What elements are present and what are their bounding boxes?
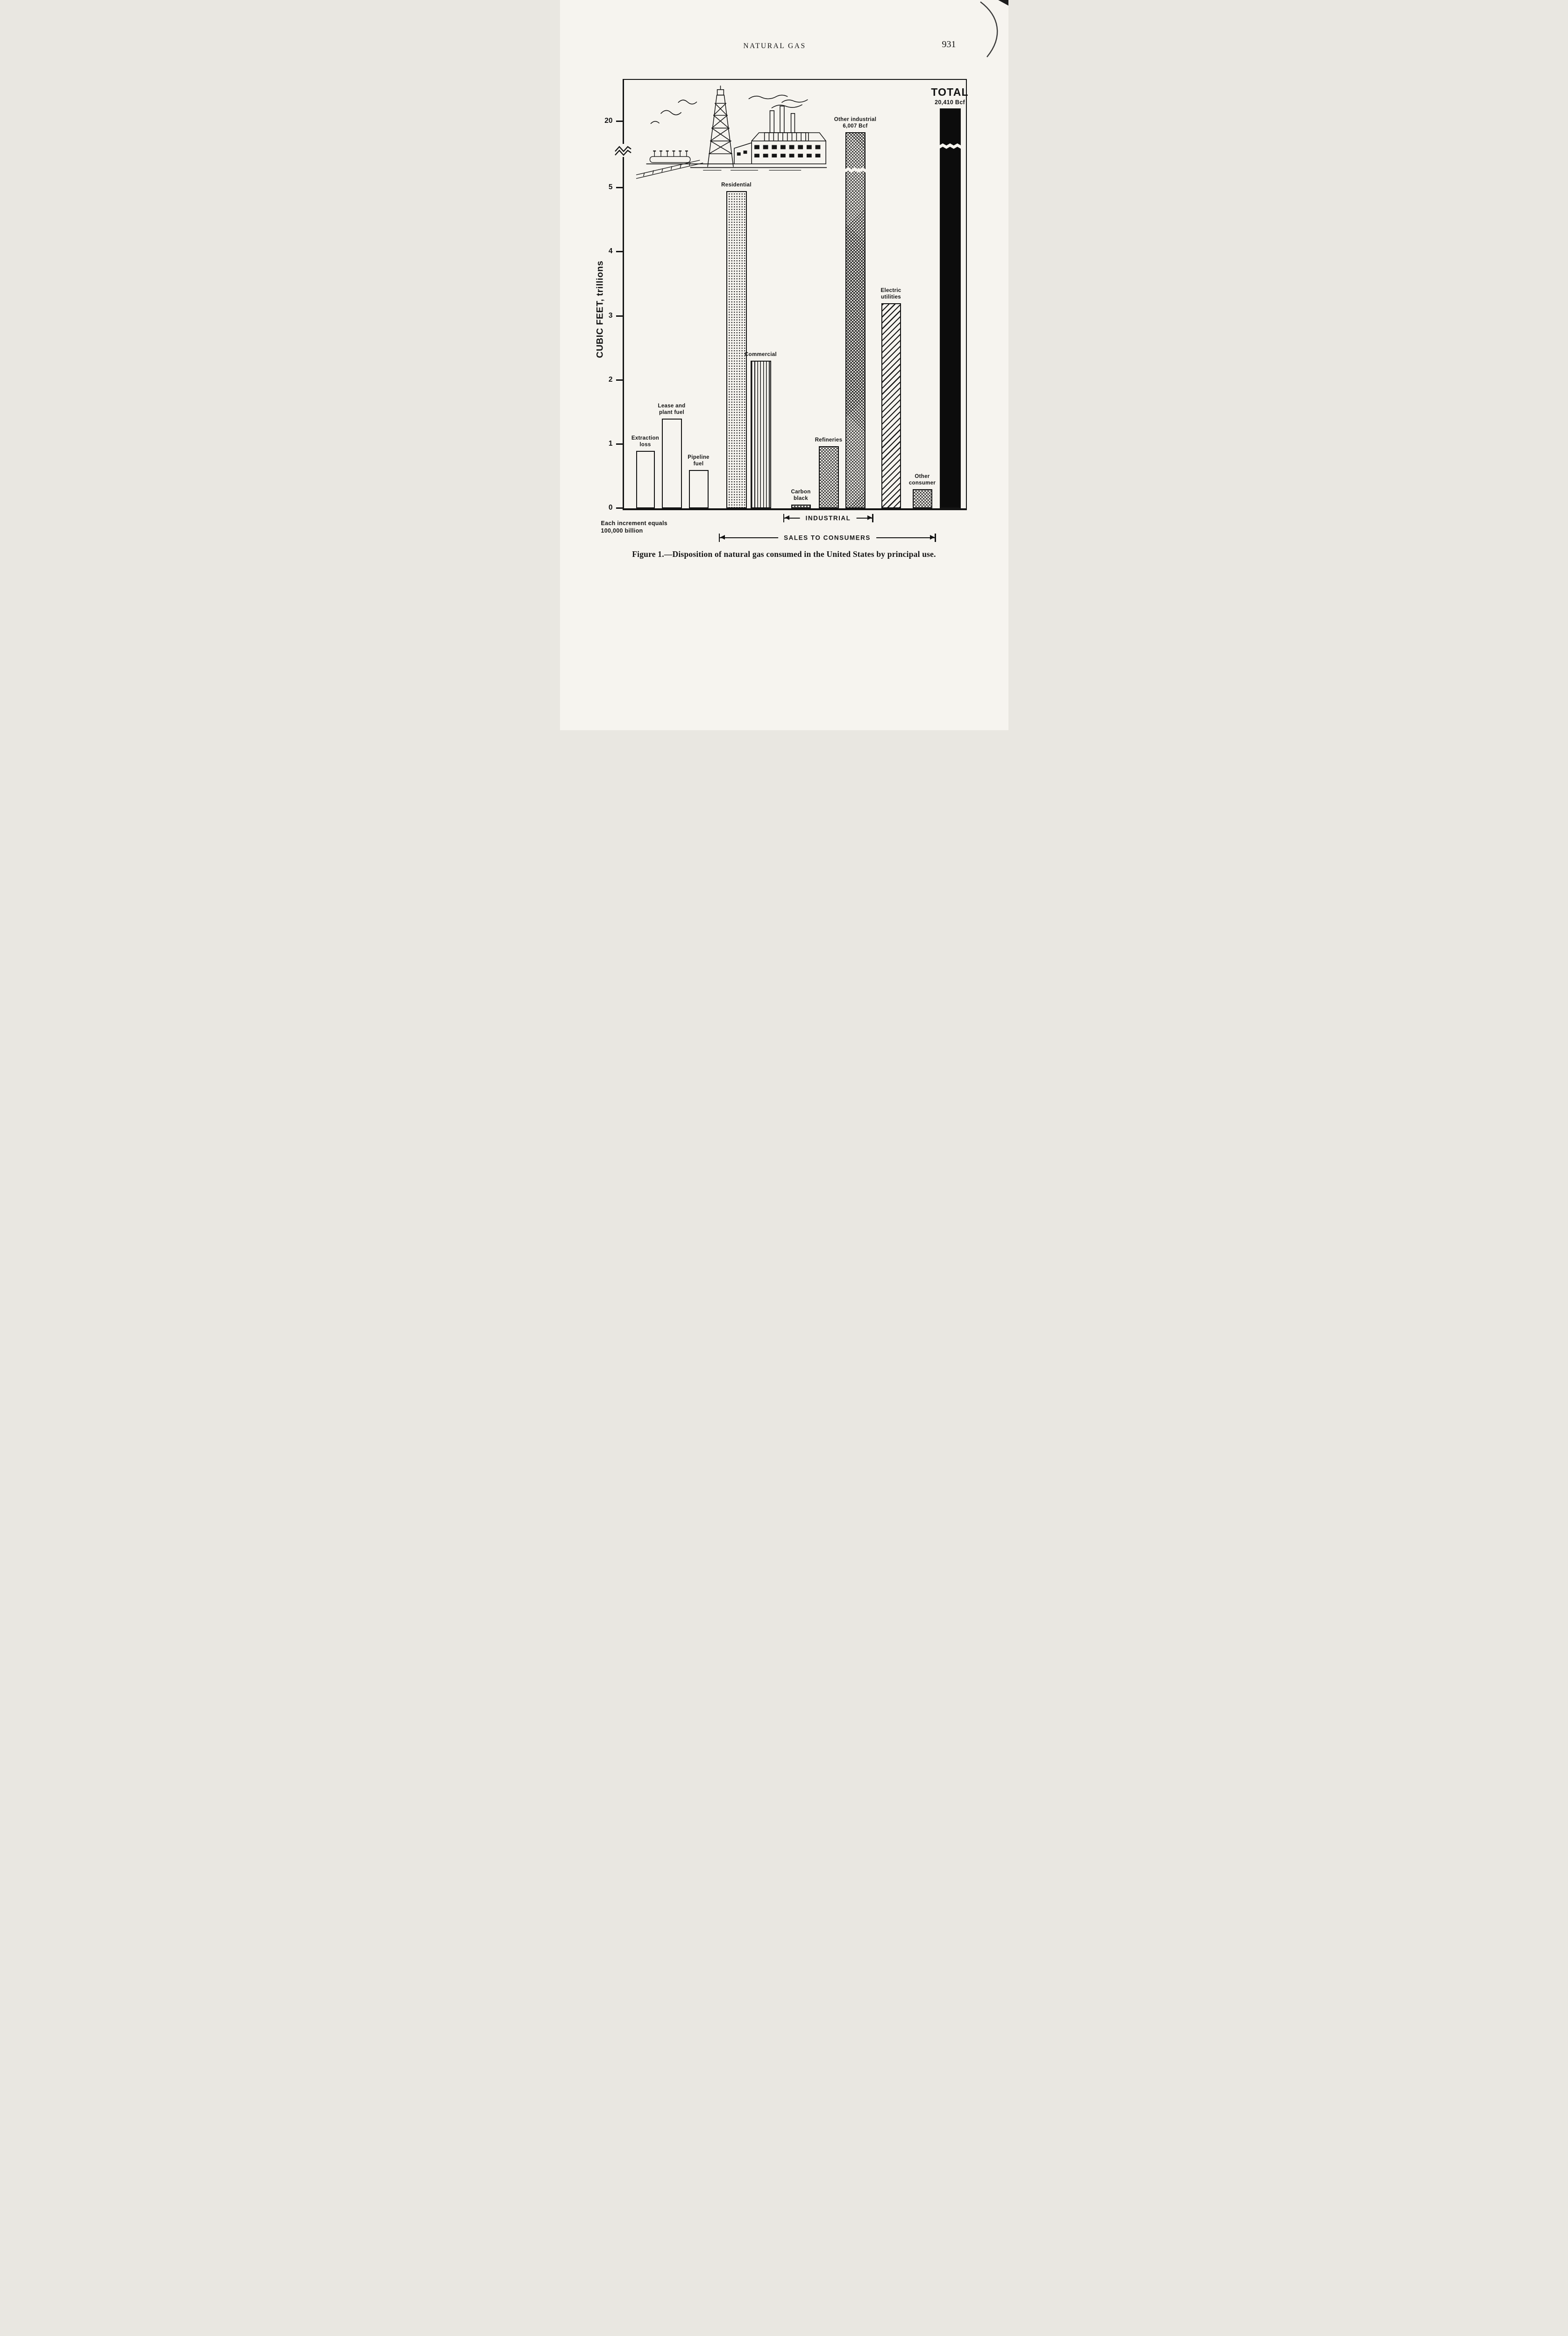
y-tick-mark (616, 251, 623, 253)
bar-residential (726, 191, 747, 508)
bar-label-residential: Residential (721, 182, 752, 188)
y-tick-label: 20 (604, 117, 613, 125)
y-tick-label: 4 (608, 247, 613, 255)
tank-row-and-pipeline-icon (636, 150, 827, 179)
bar-break-icon (844, 167, 866, 173)
y-tick-mark (616, 187, 623, 189)
bar-total (939, 108, 961, 508)
bar-break-icon (939, 143, 961, 149)
scan-artifact-page-curl (979, 0, 1008, 57)
y-tick-label: 2 (608, 376, 613, 384)
industrial-bracket-label: INDUSTRIAL (800, 514, 857, 522)
bar-label-pipeline-fuel: Pipeline fuel (688, 455, 710, 467)
y-tick-label: 5 (608, 183, 613, 191)
sales-bracket-label: SALES TO CONSUMERS (778, 534, 876, 541)
y-tick-mark (616, 315, 623, 317)
page-number: 931 (942, 39, 956, 50)
y-tick-label: 3 (608, 312, 613, 320)
arrow-right-icon (867, 515, 872, 520)
figure-caption: Figure 1.—Disposition of natural gas con… (632, 549, 936, 559)
bar-label-other-consumer: Other consumer (908, 474, 936, 486)
bar-refineries (818, 446, 839, 508)
arrow-left-icon (720, 535, 725, 540)
scanned-page: NATURAL GAS 931 CUBIC FEET, trillions (560, 0, 1008, 730)
y-tick-mark (616, 121, 623, 122)
bar-other-consumer (912, 489, 932, 508)
smoke-squiggle-icon (660, 110, 681, 115)
factory-icon (733, 99, 826, 164)
y-tick-mark (616, 379, 623, 381)
plot-area: Extraction loss Lease and plant fuel Pipelin… (604, 79, 967, 512)
bar-carbon-black (791, 505, 811, 508)
factory-windows (737, 145, 820, 157)
bar-lease-and-plant-fuel (661, 419, 682, 508)
increment-note: Each increment equals 100,000 billion (601, 520, 667, 534)
arrow-left-icon (784, 515, 789, 520)
bar-label-electric-utilities: Electric utilities (880, 288, 901, 300)
bar-electric-utilities (881, 303, 901, 508)
y-axis-label: CUBIC FEET, trillions (595, 260, 605, 358)
bar-label-carbon-black: Carbon black (791, 489, 811, 502)
y-tick-mark (616, 507, 623, 509)
total-value: 20,410 Bcf (935, 99, 965, 106)
oilfield-illustration (636, 85, 827, 179)
sales-to-consumers-bracket: SALES TO CONSUMERS (718, 534, 936, 542)
bar-label-lease-and-plant-fuel: Lease and plant fuel (658, 403, 686, 416)
page-header-title: NATURAL GAS (743, 42, 806, 50)
bar-commercial (750, 361, 771, 508)
bar-other-industrial (844, 132, 866, 508)
y-tick-mark (616, 443, 623, 445)
total-label: TOTAL (931, 86, 969, 98)
bar-label-refineries: Refineries (815, 437, 843, 443)
oil-derrick-icon (707, 85, 734, 167)
y-axis-break-icon (614, 144, 631, 157)
bar-label-commercial: Commercial (745, 352, 777, 358)
industrial-bracket: INDUSTRIAL (783, 514, 873, 522)
y-tick-label: 0 (608, 504, 613, 512)
bar-label-other-industrial: Other industrial 6,007 Bcf (834, 117, 877, 129)
y-tick-label: 1 (608, 440, 613, 448)
bar-extraction-loss (636, 451, 655, 508)
bar-pipeline-fuel (688, 470, 709, 508)
total-callout: TOTAL 20,410 Bcf (915, 86, 986, 106)
bar-label-extraction-loss: Extraction loss (631, 435, 660, 448)
arrow-right-icon (929, 535, 935, 540)
